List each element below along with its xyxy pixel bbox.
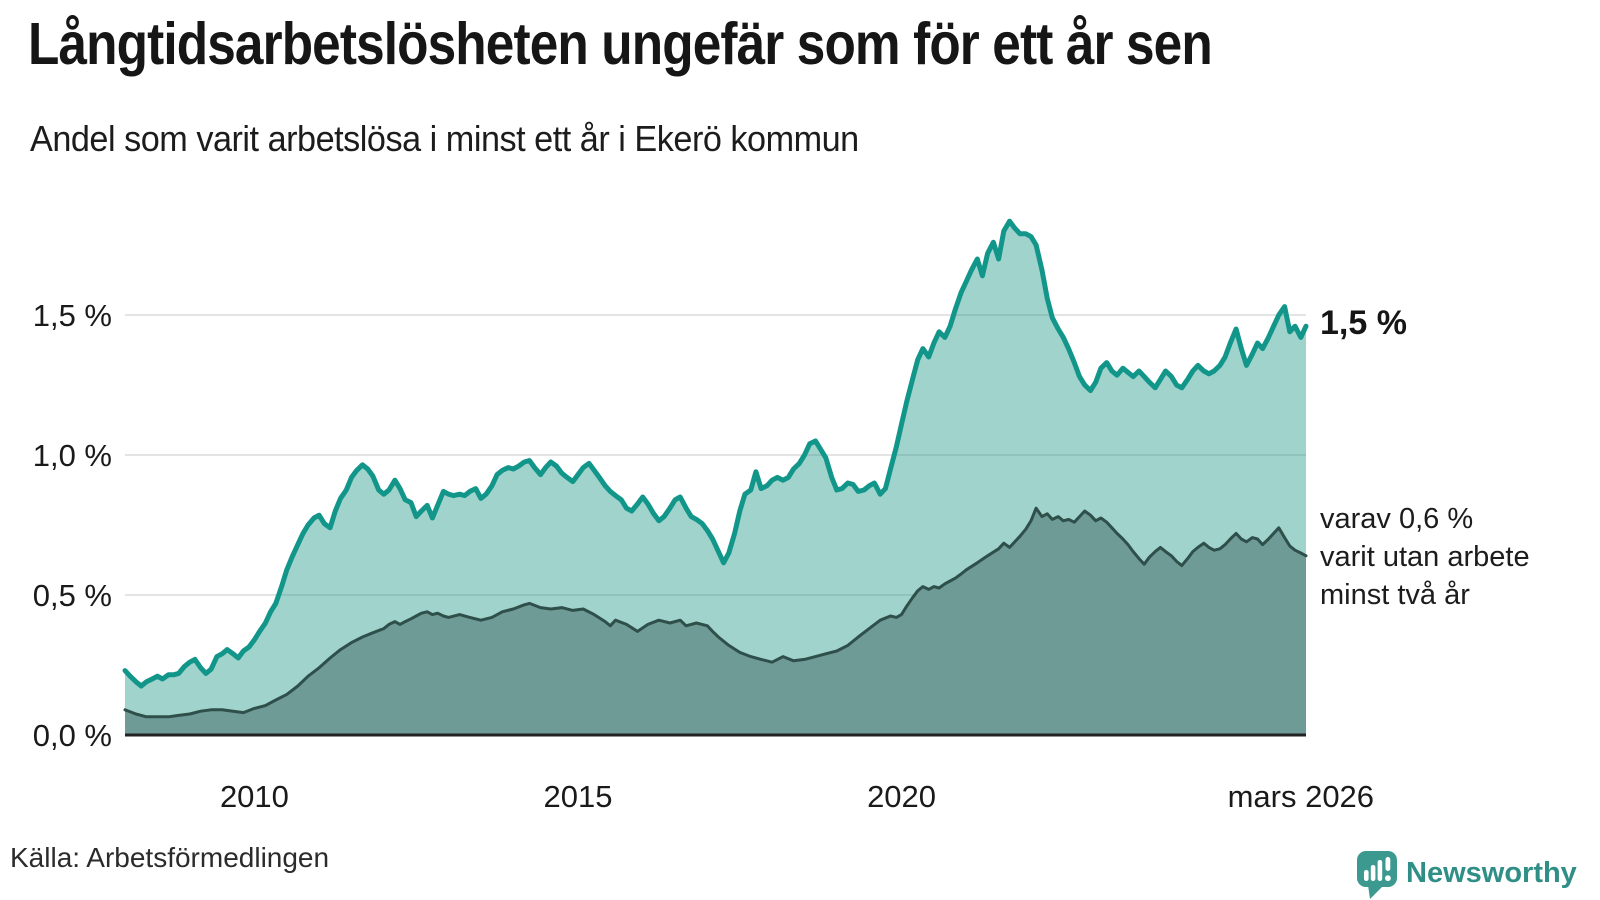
x-axis-tick-label: 2010: [220, 779, 289, 814]
source-note: Källa: Arbetsförmedlingen: [10, 842, 330, 873]
y-axis-tick-label: 0,5 %: [33, 578, 112, 613]
x-axis-tick-label: 2020: [867, 779, 936, 814]
newsworthy-brand: Newsworthy: [1356, 848, 1596, 900]
long-term-unemployment-area-chart: 0,0 % 0,5 % 1,0 % 1,5 % 2010 2015 2020 mars 202…: [33, 218, 1374, 814]
series2-annotation-line: minst två år: [1320, 579, 1470, 611]
x-axis-tick-label: mars 2026: [1228, 779, 1374, 814]
y-axis-tick-label: 0,0 %: [33, 718, 112, 753]
page-subtitle: Andel som varit arbetslösa i minst ett å…: [30, 118, 859, 159]
series2-annotation-line: varit utan arbete: [1320, 541, 1530, 573]
series2-annotation: varav 0,6 % varit utan arbete minst två …: [1320, 500, 1530, 614]
series-line-2: [123, 506, 1308, 719]
series2-annotation-line: varav 0,6 %: [1320, 503, 1474, 535]
brand-name: Newsworthy: [1406, 857, 1577, 889]
y-axis-tick-label: 1,0 %: [33, 438, 112, 473]
series1-end-value-label: 1,5 %: [1320, 304, 1407, 342]
y-axis-tick-label: 1,5 %: [33, 298, 112, 333]
x-axis-tick-label: 2015: [544, 779, 613, 814]
speech-bubble-bar-chart-icon: [1357, 851, 1397, 899]
page-title: Långtidsarbetslösheten ungefär som för e…: [28, 11, 1213, 77]
series-line-1: [122, 218, 1309, 689]
series-area-2: [125, 508, 1306, 735]
